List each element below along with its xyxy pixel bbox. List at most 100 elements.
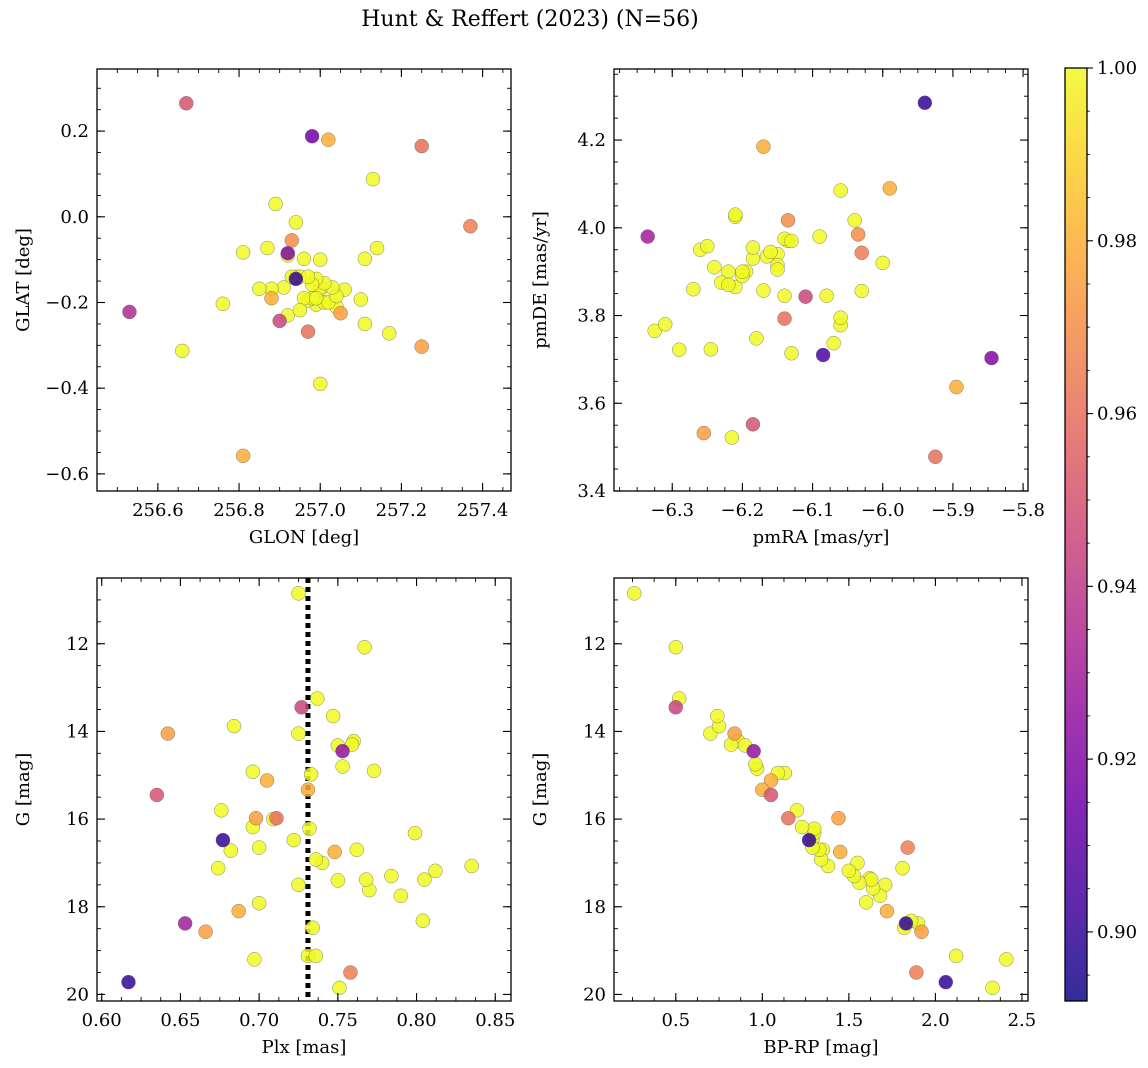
data-point [414, 138, 429, 154]
colorbar-gradient [1064, 67, 1088, 1002]
data-point [756, 283, 771, 298]
data-point [313, 376, 328, 392]
data-point [415, 913, 431, 928]
data-point [428, 863, 443, 879]
y-tick-label: 4.0 [577, 218, 606, 239]
data-point [179, 96, 194, 111]
data-point [365, 171, 381, 187]
data-point [358, 872, 374, 887]
x-tick-label: 0.75 [318, 1010, 358, 1031]
x-tick-label: −6.2 [721, 500, 765, 521]
colorbar-tick-label: 0.92 [1097, 749, 1137, 770]
data-point [640, 229, 655, 244]
data-point [770, 262, 785, 277]
data-point [291, 586, 306, 601]
data-point [812, 229, 827, 244]
figure-title: Hunt & Reffert (2023) (N=56) [361, 7, 699, 32]
data-point [349, 842, 364, 857]
colorbar-tick-label: 0.98 [1097, 231, 1137, 252]
data-point [984, 350, 999, 366]
data-point [268, 196, 283, 212]
x-tick-label: −6.1 [791, 500, 835, 521]
data-point [948, 948, 964, 964]
data-point [841, 863, 857, 879]
data-point [177, 916, 193, 931]
data-point [305, 920, 320, 935]
data-point [384, 868, 399, 884]
data-point [247, 952, 262, 967]
data-point [294, 700, 309, 715]
axes-frame [613, 577, 1029, 1002]
y-tick-label: 14 [66, 721, 89, 742]
y-tick-label: −0.2 [45, 292, 89, 313]
data-point [658, 317, 673, 332]
data-point [463, 219, 478, 234]
data-point [308, 948, 324, 964]
data-point [756, 139, 771, 154]
data-point [198, 924, 213, 939]
data-point [999, 952, 1014, 967]
data-point [284, 233, 300, 248]
data-point [215, 296, 231, 311]
data-point [414, 339, 429, 354]
data-point [794, 819, 810, 835]
x-tick-label: 1.5 [835, 1010, 864, 1031]
data-point [847, 213, 862, 228]
y-tick-label: 14 [583, 721, 606, 742]
data-point [335, 743, 350, 759]
data-point [251, 896, 267, 911]
panel-pmra-pmde: −6.3 −6.2 −6.1 −6.0 −5.9 −5.8 3.4 3.6 3.8 4.0 4.2 p… [530, 68, 1045, 548]
data-point [826, 335, 841, 351]
colorbar-tick-label: 1.00 [1097, 58, 1137, 79]
x-tick-label: 0.60 [82, 1010, 122, 1031]
x-tick-label: 0.70 [239, 1010, 279, 1031]
x-tick-label: 0.85 [475, 1010, 515, 1031]
x-tick-label: −6.3 [650, 500, 694, 521]
data-point [879, 903, 895, 919]
x-tick-label: 256.6 [132, 500, 184, 521]
x-axis-label: GLON [deg] [249, 527, 359, 548]
data-point [784, 346, 799, 361]
data-point [668, 640, 683, 655]
data-point [745, 417, 761, 432]
data-point [332, 980, 347, 996]
data-point [343, 965, 358, 980]
y-tick-label: 18 [66, 897, 89, 918]
data-point [214, 803, 229, 818]
data-point [303, 767, 319, 782]
data-point [121, 974, 136, 990]
data-point [215, 832, 231, 848]
x-axis-label: Plx [mas] [262, 1037, 347, 1058]
data-point [357, 251, 373, 266]
data-point [160, 726, 176, 741]
y-tick-label: 0.2 [60, 121, 89, 142]
x-tick-label: 1.0 [748, 1010, 777, 1031]
data-point [292, 303, 308, 318]
data-point [985, 980, 1000, 996]
data-point [668, 700, 683, 715]
data-point [672, 342, 687, 357]
x-tick-label: −5.8 [1001, 500, 1045, 521]
colorbar-tick-label: 0.96 [1097, 404, 1137, 425]
data-point [300, 269, 316, 284]
data-point [248, 811, 264, 826]
x-tick-label: 257.0 [294, 500, 346, 521]
data-point [296, 251, 312, 266]
data-point [252, 281, 267, 296]
axes-frame [96, 68, 512, 492]
data-point [898, 916, 914, 931]
data-point [781, 811, 796, 826]
axes-frame [613, 68, 1029, 492]
data-point [917, 95, 933, 110]
data-point [353, 292, 369, 307]
y-tick-label: 20 [583, 984, 606, 1005]
data-point [310, 691, 325, 706]
data-point [211, 860, 226, 876]
axes-frame [96, 577, 512, 1002]
data-point [464, 858, 479, 874]
data-point [251, 840, 267, 855]
data-point [815, 347, 831, 363]
data-point [707, 260, 722, 275]
x-tick-label: 2.0 [921, 1010, 950, 1031]
data-point [417, 872, 432, 887]
